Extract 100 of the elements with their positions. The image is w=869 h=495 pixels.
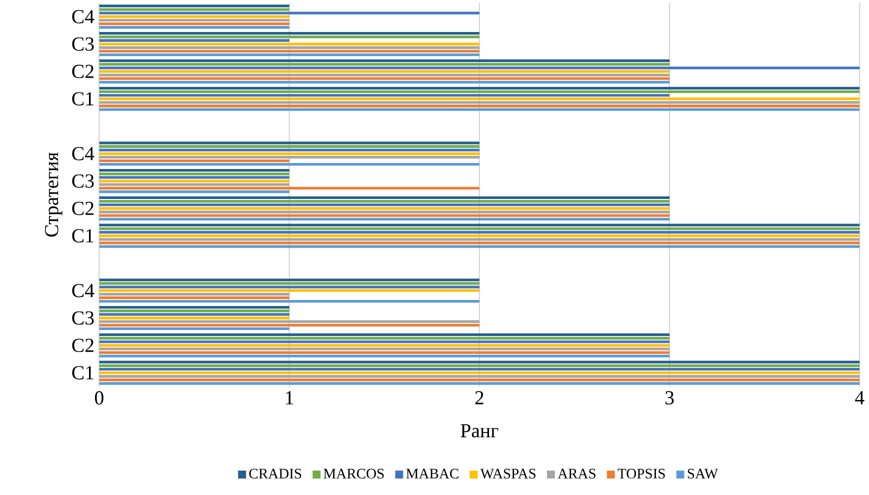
bar — [99, 172, 290, 176]
y-axis-title: Стратегия — [44, 152, 62, 237]
bar — [99, 169, 290, 172]
bar — [99, 218, 670, 220]
bar — [99, 66, 860, 70]
bar — [99, 372, 860, 374]
bar — [99, 245, 860, 248]
bar — [99, 15, 290, 18]
bar — [99, 364, 860, 368]
bar — [99, 289, 480, 292]
x-tick-label: 1 — [286, 391, 294, 404]
bar — [99, 296, 290, 300]
bar — [99, 300, 480, 303]
bar — [99, 190, 290, 194]
bar — [99, 183, 290, 186]
y-tick-label: C1 — [72, 229, 94, 243]
bar — [99, 224, 860, 226]
bar — [99, 200, 670, 203]
bar — [99, 39, 290, 42]
y-tick-label: C4 — [72, 10, 94, 24]
y-tick-label: C3 — [72, 311, 94, 325]
legend-label: WASPAS — [480, 468, 536, 479]
bar — [99, 313, 290, 316]
bar — [99, 12, 480, 14]
bar — [99, 36, 480, 38]
bar — [99, 306, 290, 309]
bar — [99, 348, 670, 350]
bar — [99, 340, 670, 344]
bar — [99, 234, 860, 238]
bar — [99, 42, 480, 46]
bar — [99, 214, 670, 217]
bar — [99, 152, 480, 155]
legend-label: ARAS — [558, 468, 596, 479]
bar — [99, 242, 860, 244]
bar — [99, 63, 670, 66]
bar — [99, 163, 480, 166]
bar — [99, 310, 290, 312]
bar — [99, 196, 670, 200]
bar — [99, 32, 480, 35]
bar — [99, 320, 480, 323]
bar — [99, 292, 290, 296]
bar — [99, 186, 480, 190]
bar — [99, 74, 670, 76]
bar — [99, 375, 860, 378]
bar — [99, 4, 290, 8]
x-tick-label: 0 — [94, 391, 104, 405]
bar — [99, 86, 860, 90]
legend-label: TOPSIS — [618, 468, 665, 479]
bar — [99, 46, 480, 49]
bar — [99, 50, 480, 53]
y-tick-label: C3 — [72, 174, 94, 188]
y-tick-label: C1 — [72, 92, 94, 106]
bar — [99, 70, 670, 73]
bar — [99, 238, 860, 241]
bar — [99, 286, 480, 288]
legend-label: CRADIS — [249, 468, 302, 479]
bar — [99, 108, 860, 111]
bar — [99, 22, 290, 26]
bar — [99, 333, 670, 336]
bar — [99, 8, 290, 11]
x-tick-label: 3 — [666, 391, 674, 405]
bar — [99, 344, 670, 347]
legend-label: SAW — [688, 468, 718, 479]
bar — [99, 378, 860, 382]
y-tick-label: C1 — [72, 366, 94, 380]
bar — [99, 360, 860, 364]
bar — [99, 227, 860, 230]
bar — [99, 278, 480, 282]
bar — [99, 354, 670, 358]
bar — [99, 336, 670, 340]
y-tick-label: C2 — [72, 202, 94, 216]
bar — [99, 98, 860, 100]
bar — [99, 26, 290, 29]
bar — [99, 176, 290, 179]
bar — [99, 101, 860, 104]
bar — [99, 207, 670, 210]
bar — [99, 368, 860, 371]
bar — [99, 77, 670, 80]
bar — [99, 382, 860, 385]
y-tick-label: C2 — [72, 64, 94, 78]
y-tick-label: C4 — [72, 147, 94, 160]
bar — [99, 210, 670, 214]
y-tick-label: C2 — [72, 338, 94, 352]
x-tick-label: 4 — [855, 391, 864, 404]
legend-label: MABAC — [406, 468, 458, 479]
bar — [99, 148, 480, 152]
bar — [99, 324, 480, 326]
bar — [99, 204, 670, 206]
bar — [99, 351, 670, 354]
bar — [99, 90, 860, 94]
bar — [99, 180, 290, 182]
bar — [99, 159, 290, 162]
bar — [99, 142, 480, 144]
bar — [99, 53, 480, 56]
bar — [99, 156, 480, 159]
y-tick-label: C3 — [72, 37, 94, 51]
bar — [99, 18, 290, 22]
bar — [99, 80, 670, 84]
bar — [99, 282, 480, 285]
y-tick-label: C4 — [72, 284, 94, 298]
